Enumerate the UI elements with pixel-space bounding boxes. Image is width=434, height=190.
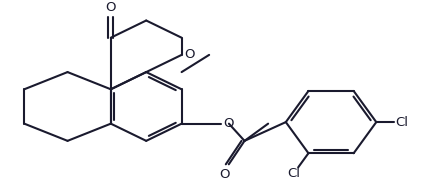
Text: O: O — [105, 1, 116, 14]
Text: O: O — [184, 48, 195, 61]
Text: O: O — [220, 168, 230, 181]
Text: Cl: Cl — [396, 116, 409, 129]
Text: O: O — [223, 117, 233, 130]
Text: Cl: Cl — [287, 167, 300, 180]
